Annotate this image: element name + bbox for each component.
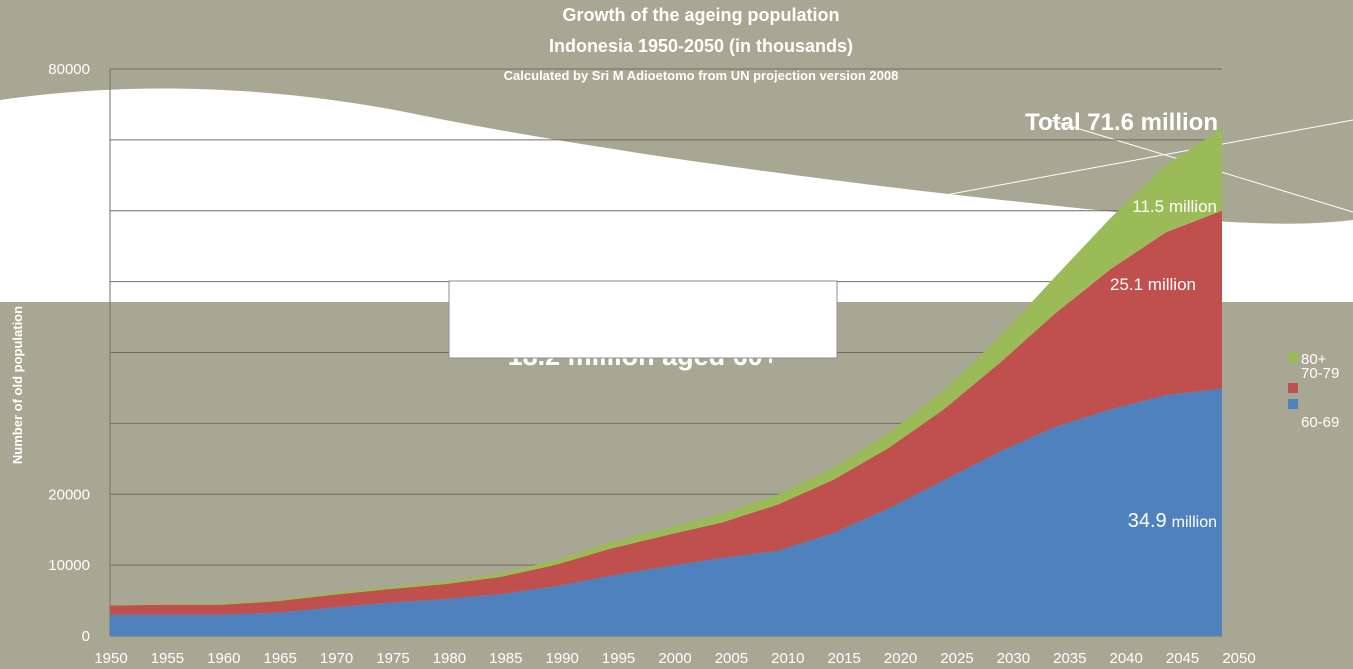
x-tick-label: 2040: [1110, 650, 1143, 667]
label-60-69: 34.9 million: [1128, 510, 1217, 532]
x-tick-label: 1975: [376, 650, 409, 667]
x-tick-label: 2020: [884, 650, 917, 667]
label-80plus: 11.5 million: [1132, 197, 1217, 216]
x-tick-label: 1995: [602, 650, 635, 667]
textbox: [448, 280, 838, 359]
area-70-79: [110, 210, 1222, 615]
label-70-79: 25.1 million: [1110, 275, 1196, 294]
x-tick-label: 2035: [1053, 650, 1086, 667]
area-series: [110, 128, 1222, 636]
x-tick-label: 2005: [715, 650, 748, 667]
x-tick-label: 2030: [997, 650, 1030, 667]
legend: 80+ 70-79 60-69: [1288, 351, 1339, 431]
x-tick-label: 1950: [94, 650, 127, 667]
legend-swatch-70-79: [1288, 383, 1298, 393]
legend-label-60-69: 60-69: [1301, 414, 1339, 431]
x-tick-label: 1970: [320, 650, 353, 667]
chart-subtitle: Indonesia 1950-2050 (in thousands): [549, 36, 853, 56]
x-tick-label: 1990: [546, 650, 579, 667]
x-tick-label: 2045: [1166, 650, 1199, 667]
legend-swatch-60-69: [1288, 399, 1298, 409]
x-tick-label: 1955: [151, 650, 184, 667]
chart-note: Calculated by Sri M Adioetomo from UN pr…: [504, 68, 899, 83]
y-axis-title: Number of old population: [10, 306, 25, 464]
chart-title: Growth of the ageing population: [563, 5, 840, 25]
x-tick-label: 2000: [658, 650, 691, 667]
legend-label-70-79: 70-79: [1301, 365, 1339, 382]
x-tick-label: 2015: [828, 650, 861, 667]
decorative-line: [939, 119, 1353, 197]
legend-swatch-80plus: [1288, 352, 1298, 362]
y-tick-label: 20000: [48, 486, 90, 503]
x-tick-label: 1960: [207, 650, 240, 667]
y-tick-label: 80000: [48, 61, 90, 78]
legend-label-80plus: 80+: [1301, 351, 1327, 368]
x-tick-label: 1980: [433, 650, 466, 667]
y-tick-label: 0: [82, 628, 90, 645]
x-tick-label: 2025: [940, 650, 973, 667]
label-60-69-unit: million: [1172, 514, 1217, 531]
axis-labels: 0 10000 20000 80000 1950 1955 1960 1965 1970 1975…: [48, 61, 1255, 667]
x-tick-label: 1985: [489, 650, 522, 667]
x-tick-label: 2010: [771, 650, 804, 667]
decorative-wave: [0, 88, 1353, 302]
total-callout: Total 71.6 million: [1025, 109, 1218, 136]
y-tick-label: 10000: [48, 557, 90, 574]
label-60-69-value: 34.9: [1128, 510, 1167, 532]
x-tick-label: 2050: [1222, 650, 1255, 667]
area-60-69: [110, 388, 1222, 636]
x-tick-label: 1965: [264, 650, 297, 667]
